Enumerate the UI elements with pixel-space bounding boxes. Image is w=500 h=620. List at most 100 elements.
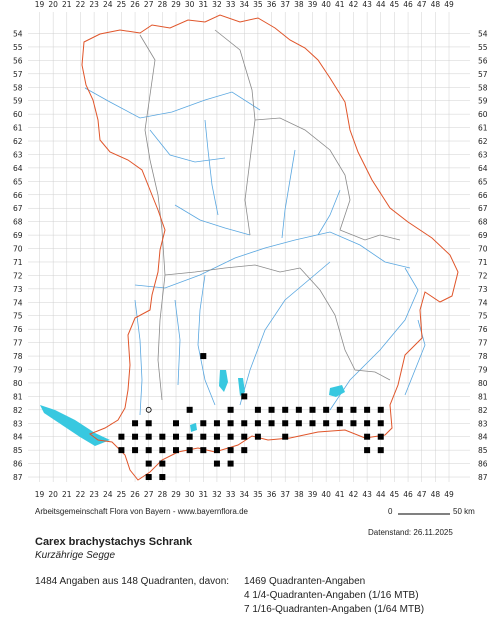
tick-label-82: 82 (13, 406, 23, 415)
tick-label-58: 58 (478, 83, 488, 92)
district-boundary-oberbayern (299, 267, 391, 381)
occurrence-dot (241, 433, 248, 440)
tick-label-26: 26 (130, 490, 140, 499)
tick-label-55: 55 (478, 43, 488, 52)
occurrence-dot (282, 406, 289, 413)
occurrence-dot (118, 447, 125, 454)
tick-label-43: 43 (362, 490, 372, 499)
tick-label-49: 49 (444, 0, 454, 9)
tick-label-40: 40 (321, 490, 331, 499)
occurrence-dot (364, 433, 371, 440)
occurrence-dot (282, 420, 289, 427)
y-axis-labels-right: 54 55 56 57 58 59 60 61 62 63 64 65 66 67 68 69 70 71 72 73… (478, 30, 488, 483)
inn-river (329, 267, 419, 411)
occurrence-dot (159, 460, 166, 467)
district-boundary-upper-palatinate (254, 117, 351, 231)
district-boundaries (139, 29, 401, 401)
tick-label-35: 35 (253, 0, 263, 9)
occurrence-dot (323, 406, 330, 413)
occurrence-dot (336, 420, 343, 427)
tick-label-87: 87 (13, 473, 23, 482)
occurrence-dot (213, 447, 220, 454)
tick-label-34: 34 (239, 0, 249, 9)
common-name: Kurzährige Segge (35, 550, 116, 561)
occurrence-dot (186, 447, 193, 454)
tick-label-19: 19 (35, 0, 45, 9)
tick-label-72: 72 (13, 271, 23, 280)
tick-label-56: 56 (478, 56, 488, 65)
tick-label-40: 40 (321, 0, 331, 9)
tick-label-77: 77 (478, 339, 488, 348)
tick-label-61: 61 (478, 124, 488, 133)
occurrence-dot (268, 420, 275, 427)
occurrence-dot (377, 433, 384, 440)
occurrence-dot (364, 406, 371, 413)
occurrence-dot (159, 447, 166, 454)
tick-label-55: 55 (13, 43, 23, 52)
tick-label-36: 36 (267, 490, 277, 499)
district-boundary-upper-franconia (214, 29, 256, 236)
main-river-south-branch (149, 129, 226, 163)
occurrence-dot (173, 433, 179, 440)
stat-sixteenth-quadrant: 7 1/16-Quadranten-Angaben (1/64 MTB) (244, 604, 425, 615)
occurrence-dot (200, 433, 207, 440)
tick-label-80: 80 (13, 379, 23, 388)
tick-label-56: 56 (13, 56, 23, 65)
scale-zero-label: 0 (388, 507, 393, 516)
isar-river (239, 261, 331, 406)
occurrence-dot (254, 406, 261, 413)
tick-label-80: 80 (478, 379, 488, 388)
tick-label-78: 78 (13, 352, 23, 361)
tick-label-86: 86 (13, 460, 23, 469)
danube-river (134, 231, 411, 289)
tick-label-86: 86 (478, 460, 488, 469)
tick-label-76: 76 (13, 325, 23, 334)
occurrence-dot (241, 393, 248, 400)
tick-label-85: 85 (478, 446, 488, 455)
occurrence-dot (173, 420, 179, 427)
tick-label-68: 68 (13, 218, 23, 227)
occurrence-dot (309, 406, 316, 413)
tick-label-49: 49 (444, 490, 454, 499)
tick-label-37: 37 (280, 0, 290, 9)
tick-label-30: 30 (185, 0, 195, 9)
tick-label-32: 32 (212, 0, 222, 9)
record-summary: 1484 Angaben aus 148 Quadranten, davon: (35, 576, 230, 587)
altmuehl-river (174, 204, 251, 236)
occurrence-dot (254, 420, 261, 427)
tick-label-42: 42 (349, 0, 359, 9)
tick-label-64: 64 (478, 164, 488, 173)
occurrence-dot (227, 406, 234, 413)
occurrence-dot (336, 406, 343, 413)
tick-label-74: 74 (478, 298, 488, 307)
tick-label-78: 78 (478, 352, 488, 361)
occurrence-dot (145, 447, 152, 454)
occurrence-dot (364, 447, 371, 454)
tick-label-81: 81 (13, 392, 23, 401)
tick-label-22: 22 (76, 0, 86, 9)
tick-label-39: 39 (308, 490, 318, 499)
tick-label-79: 79 (478, 366, 488, 375)
regnitz-river (204, 119, 219, 216)
naab-river (281, 149, 296, 239)
stat-quarter-quadrant: 4 1/4-Quadranten-Angaben (1/16 MTB) (244, 590, 419, 601)
tick-label-35: 35 (253, 490, 263, 499)
tick-label-85: 85 (13, 446, 23, 455)
occurrence-dot (295, 420, 302, 427)
regen-river (317, 189, 341, 236)
tick-label-83: 83 (478, 419, 488, 428)
occurrence-dot (213, 460, 220, 467)
occurrence-dot (132, 420, 139, 427)
tick-label-71: 71 (478, 258, 488, 267)
occurrence-dot (377, 447, 384, 454)
credit-text: Arbeitsgemeinschaft Flora von Bayern - w… (35, 507, 248, 516)
tick-label-27: 27 (144, 490, 154, 499)
tick-label-76: 76 (478, 325, 488, 334)
ammersee (219, 370, 228, 392)
wertach-river (174, 299, 181, 386)
occurrence-dot (282, 433, 289, 440)
tick-label-41: 41 (335, 0, 345, 9)
tick-label-87: 87 (478, 473, 488, 482)
tick-label-46: 46 (403, 490, 413, 499)
